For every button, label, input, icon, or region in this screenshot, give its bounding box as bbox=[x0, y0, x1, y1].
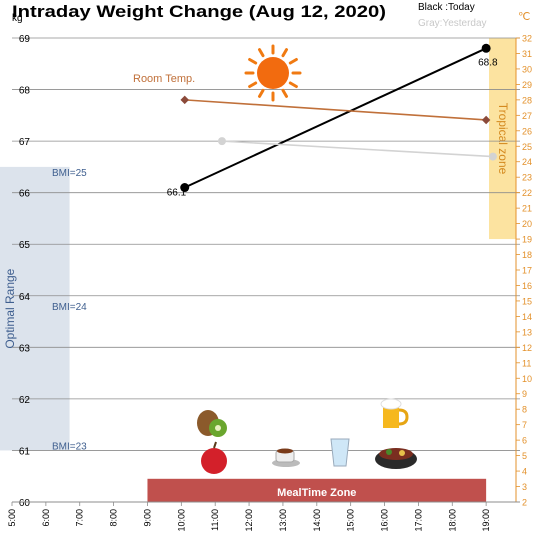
series-1-point-0 bbox=[217, 137, 226, 146]
right-tick-5: 5 bbox=[522, 451, 527, 461]
left-tick-60: 60 bbox=[19, 498, 31, 509]
right-tick-11: 11 bbox=[522, 358, 531, 368]
right-tick-16: 16 bbox=[522, 281, 532, 291]
x-tick-label-11: 16:00 bbox=[380, 509, 390, 532]
right-tick-8: 8 bbox=[522, 405, 527, 415]
gridlines bbox=[12, 37, 520, 503]
optimal-range-label: Optimal Range bbox=[3, 268, 17, 348]
left-tick-63: 63 bbox=[19, 343, 31, 354]
x-tick-label-3: 8:00 bbox=[109, 509, 119, 527]
x-tick-label-5: 10:00 bbox=[176, 509, 186, 532]
series-line-0 bbox=[184, 47, 487, 189]
right-tick-10: 10 bbox=[522, 374, 532, 384]
left-tick-66: 66 bbox=[19, 189, 31, 200]
apple-icon bbox=[201, 441, 227, 474]
tropical-zone-label: Tropical zone bbox=[496, 103, 510, 175]
series-layer: 66.1 68.8 Room Temp. bbox=[133, 43, 498, 199]
series-2-point-0 bbox=[180, 95, 189, 105]
left-tick-62: 62 bbox=[19, 395, 31, 406]
optimal-range-band bbox=[0, 166, 70, 451]
right-tick-31: 31 bbox=[522, 49, 532, 59]
data-label-1: 68.8 bbox=[478, 57, 498, 68]
left-tick-67: 67 bbox=[19, 137, 31, 148]
meal-time-zone-label: MealTime Zone bbox=[277, 487, 356, 499]
right-tick-4: 4 bbox=[522, 467, 527, 477]
series-0-point-0 bbox=[180, 183, 190, 193]
sun-icon bbox=[244, 44, 302, 102]
x-tick-label-14: 19:00 bbox=[481, 509, 491, 532]
chart-title: Intraday Weight Change (Aug 12, 2020) bbox=[12, 2, 386, 21]
left-tick-65: 65 bbox=[19, 240, 31, 251]
right-tick-29: 29 bbox=[522, 80, 532, 90]
right-tick-32: 32 bbox=[522, 34, 532, 44]
meal-time-zone-band bbox=[147, 478, 487, 502]
series-line-2 bbox=[184, 99, 487, 121]
right-tick-24: 24 bbox=[522, 157, 532, 167]
tropical-zone-band bbox=[489, 38, 516, 240]
right-tick-20: 20 bbox=[522, 219, 532, 229]
x-tick-label-0: 5:00 bbox=[7, 509, 17, 527]
x-tick-label-8: 13:00 bbox=[278, 509, 288, 532]
x-tick-label-4: 9:00 bbox=[142, 509, 152, 527]
coffee-icon bbox=[272, 448, 300, 467]
bmi-label-0: BMI=25 bbox=[52, 168, 87, 179]
meal-icons bbox=[197, 44, 417, 474]
kiwi-icon bbox=[197, 410, 227, 437]
bmi-label-2: BMI=23 bbox=[52, 441, 87, 452]
right-tick-19: 19 bbox=[522, 235, 532, 245]
legend-today: Black :Today bbox=[418, 2, 475, 13]
right-tick-18: 18 bbox=[522, 250, 532, 260]
x-tick-label-1: 6:00 bbox=[41, 509, 51, 527]
right-tick-3: 3 bbox=[522, 482, 527, 492]
series-line-1 bbox=[221, 140, 493, 158]
right-tick-30: 30 bbox=[522, 64, 532, 74]
room-temp-label: Room Temp. bbox=[133, 73, 195, 85]
left-axis-unit: kg bbox=[12, 13, 23, 24]
right-tick-13: 13 bbox=[522, 327, 532, 337]
right-tick-28: 28 bbox=[522, 95, 532, 105]
right-tick-12: 12 bbox=[522, 343, 532, 353]
right-tick-6: 6 bbox=[522, 436, 527, 446]
left-tick-64: 64 bbox=[19, 292, 31, 303]
right-tick-26: 26 bbox=[522, 126, 532, 136]
bmi-label-1: BMI=24 bbox=[52, 302, 87, 313]
right-tick-27: 27 bbox=[522, 111, 532, 121]
x-tick-label-2: 7:00 bbox=[75, 509, 85, 527]
legend-yesterday: Gray:Yesterday bbox=[418, 18, 487, 29]
water-glass-icon bbox=[330, 438, 350, 467]
series-1-point-1 bbox=[488, 152, 497, 161]
x-tick-label-10: 15:00 bbox=[346, 509, 356, 532]
data-label-0: 66.1 bbox=[167, 188, 187, 199]
right-tick-15: 15 bbox=[522, 296, 532, 306]
series-2-point-1 bbox=[481, 115, 491, 125]
x-tick-label-7: 12:00 bbox=[244, 509, 254, 532]
right-tick-9: 9 bbox=[522, 389, 527, 399]
beer-icon bbox=[380, 398, 409, 428]
series-0-point-1 bbox=[481, 43, 491, 53]
x-tick-label-6: 11:00 bbox=[210, 509, 220, 531]
axes: 6061626364656667686923456789101112131415… bbox=[7, 34, 532, 532]
x-tick-label-12: 17:00 bbox=[413, 509, 423, 532]
left-tick-61: 61 bbox=[19, 446, 31, 457]
left-tick-68: 68 bbox=[19, 86, 31, 97]
right-tick-23: 23 bbox=[522, 173, 532, 183]
right-tick-7: 7 bbox=[522, 420, 527, 430]
right-tick-2: 2 bbox=[522, 498, 527, 508]
right-tick-17: 17 bbox=[522, 266, 532, 276]
right-tick-14: 14 bbox=[522, 312, 532, 322]
left-tick-69: 69 bbox=[19, 34, 31, 45]
right-axis-unit: ℃ bbox=[518, 11, 530, 23]
right-tick-25: 25 bbox=[522, 142, 532, 152]
x-tick-label-13: 18:00 bbox=[447, 509, 457, 532]
x-tick-label-9: 14:00 bbox=[312, 509, 322, 532]
hotpot-icon bbox=[375, 448, 417, 469]
right-tick-21: 21 bbox=[522, 204, 532, 214]
right-tick-22: 22 bbox=[522, 188, 532, 198]
